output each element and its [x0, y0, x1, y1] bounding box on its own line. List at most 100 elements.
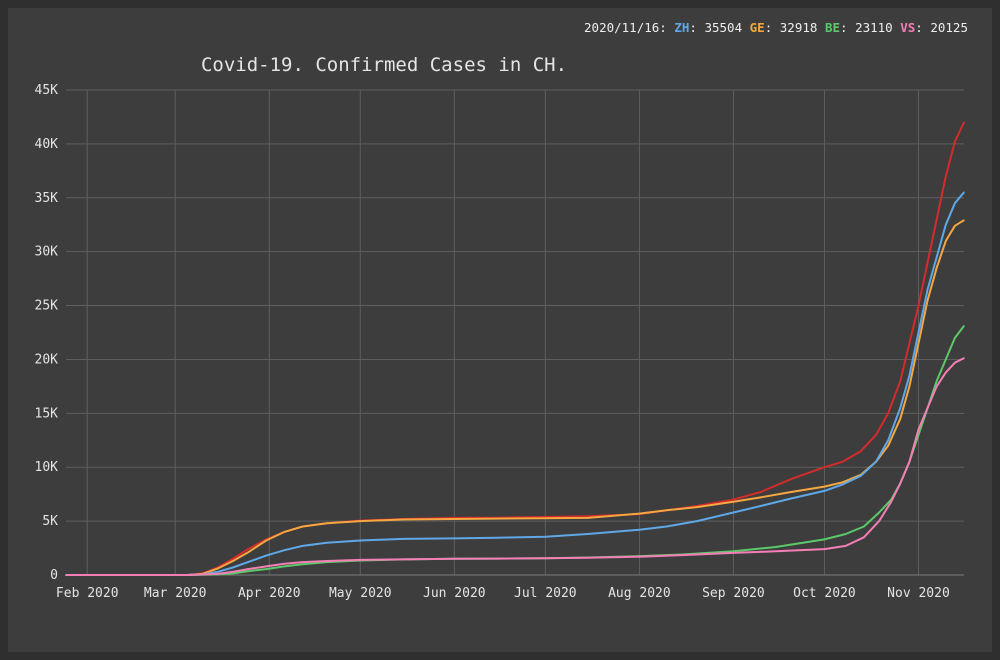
x-axis: Feb 2020 Mar 2020 Apr 2020 May 2020 Jun 2020… — [56, 586, 950, 601]
series-point-4 — [65, 574, 67, 576]
series-point-0 — [247, 548, 249, 550]
series-point-1 — [247, 551, 249, 554]
series-point-2 — [301, 545, 304, 547]
legend-abbr: BE — [824, 20, 840, 35]
legend-entry: GE: 32918 — [742, 20, 818, 35]
series-point-1 — [954, 225, 956, 227]
x-tick-label: Feb 2020 — [56, 586, 119, 601]
y-tick-label: 25K — [35, 299, 59, 314]
series-point-1 — [587, 517, 589, 519]
series-point-4 — [453, 558, 456, 560]
series-point-4 — [917, 428, 920, 431]
series-point-4 — [265, 565, 268, 568]
series-point-1 — [696, 506, 698, 508]
series-point-1 — [283, 531, 286, 533]
series-point-3 — [775, 546, 777, 548]
series-point-2 — [887, 439, 889, 442]
x-tick-label: Jul 2020 — [514, 586, 577, 601]
legend-value: 23110 — [855, 20, 893, 35]
x-tick-label: Oct 2020 — [793, 586, 856, 601]
series-point-2 — [945, 223, 947, 226]
series-point-3 — [954, 337, 956, 339]
series-point-2 — [926, 288, 929, 291]
chart-frame: 2020/11/16: ZH: 35504 GE: 32918 BE: 2311… — [8, 8, 992, 652]
legend-value: 20125 — [930, 20, 968, 35]
series-point-0 — [887, 412, 889, 415]
y-tick-label: 10K — [35, 460, 59, 475]
x-tick-label: Apr 2020 — [238, 586, 301, 601]
series-point-1 — [301, 525, 304, 528]
series-point-0 — [963, 121, 965, 124]
series-point-4 — [863, 536, 865, 539]
series-point-4 — [878, 520, 880, 522]
x-tick-label: Aug 2020 — [608, 586, 671, 601]
series-point-2 — [732, 511, 735, 514]
series-point-4 — [496, 557, 498, 560]
legend-value: 32918 — [779, 20, 818, 35]
series-point-3 — [732, 550, 735, 553]
series-point-2 — [283, 549, 286, 551]
series-point-0 — [875, 434, 877, 436]
series-point-1 — [326, 522, 328, 525]
series-point-1 — [935, 267, 938, 269]
series-point-2 — [247, 561, 249, 563]
legend-abbr: ZH — [674, 20, 690, 35]
series-point-2 — [587, 533, 589, 535]
series-point-2 — [954, 202, 956, 204]
series-point-2 — [935, 256, 938, 258]
series-point-2 — [759, 505, 762, 507]
y-tick-label: 35K — [35, 191, 59, 206]
series-point-4 — [963, 357, 965, 359]
legend-abbr: VS — [900, 20, 916, 35]
series-point-0 — [954, 140, 956, 143]
y-tick-label: 20K — [35, 352, 59, 367]
series-point-3 — [945, 358, 947, 361]
series-point-3 — [301, 563, 304, 565]
line-chart: Covid-19. Confirmed Cases in CH. Feb 202… — [35, 54, 965, 601]
x-tick-label: May 2020 — [329, 586, 392, 601]
series-point-4 — [544, 557, 547, 559]
series-point-0 — [732, 498, 735, 501]
y-tick-label: 30K — [35, 245, 59, 260]
series-point-2 — [265, 554, 268, 557]
series-point-1 — [841, 481, 844, 484]
series-point-1 — [402, 518, 404, 521]
grid — [66, 89, 964, 576]
series-point-2 — [860, 475, 862, 477]
series-point-2 — [823, 490, 826, 492]
series-point-2 — [790, 497, 792, 500]
series-lines — [65, 121, 965, 576]
series-point-0 — [917, 304, 920, 307]
series-point-3 — [247, 570, 249, 572]
series-point-0 — [926, 261, 929, 264]
y-tick-label: 45K — [35, 83, 59, 98]
series-point-2 — [232, 566, 234, 569]
series-point-1 — [638, 512, 641, 515]
series-point-2 — [917, 331, 920, 334]
legend-abbr: GE — [749, 20, 765, 35]
series-point-0 — [908, 342, 911, 345]
legend-separator: : — [764, 20, 780, 35]
series-point-1 — [908, 385, 911, 388]
series-point-4 — [283, 562, 286, 565]
x-tick-label: Nov 2020 — [887, 586, 950, 601]
series-point-0 — [759, 491, 762, 493]
series-point-4 — [587, 557, 589, 559]
series-point-3 — [963, 325, 965, 327]
series-point-1 — [232, 560, 234, 562]
x-tick-label: Jun 2020 — [423, 586, 486, 601]
y-tick-label: 15K — [35, 406, 59, 421]
series-point-1 — [665, 509, 668, 512]
series-point-2 — [453, 537, 456, 540]
series-point-1 — [790, 491, 792, 493]
y-axis: 0 5K 10K 15K 20K 25K 30K 35K 40K 45K — [35, 83, 59, 583]
legend-separator: : — [915, 20, 931, 35]
series-point-1 — [887, 444, 889, 447]
series-point-4 — [216, 573, 219, 575]
series-point-1 — [359, 520, 362, 522]
series-point-2 — [665, 525, 668, 528]
series-point-3 — [863, 525, 865, 528]
series-point-2 — [638, 528, 641, 531]
legend-separator: : — [840, 20, 856, 35]
series-point-4 — [732, 552, 735, 554]
